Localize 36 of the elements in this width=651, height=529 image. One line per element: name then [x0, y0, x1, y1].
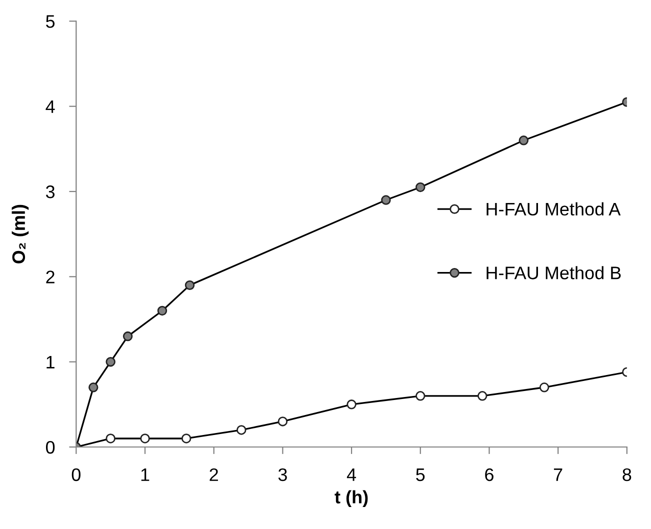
- x-tick-label: 4: [346, 468, 356, 481]
- point: [157, 306, 168, 316]
- y-tick-label: 2: [46, 270, 54, 284]
- point: [106, 434, 116, 444]
- point: [381, 195, 391, 205]
- x-tick-label: 5: [416, 468, 425, 482]
- point: [518, 136, 529, 146]
- point: [539, 382, 550, 392]
- point: [140, 434, 150, 444]
- legend-label: H-FAU Method A: [486, 202, 621, 216]
- x-tick-label: 3: [278, 468, 287, 482]
- x-tick-label: 0: [72, 468, 80, 482]
- legend-label: H-FAU Method B: [486, 266, 621, 280]
- y-tick-label: 1: [46, 356, 54, 368]
- x-tick-label: 8: [622, 468, 632, 482]
- point: [88, 382, 98, 392]
- y-tick-label: 0: [46, 440, 55, 454]
- point: [346, 400, 356, 410]
- point: [122, 331, 133, 342]
- point: [106, 356, 116, 367]
- y-axis-title: O₂ (ml): [12, 204, 29, 264]
- x-tick-label: 2: [210, 468, 218, 481]
- x-tick-label: 1: [141, 468, 150, 481]
- x-axis-title: t (h): [334, 490, 368, 508]
- point: [416, 182, 426, 192]
- point: [181, 434, 192, 444]
- y-tick-label: 4: [46, 100, 55, 113]
- x-tick-label: 6: [485, 468, 494, 482]
- point: [236, 425, 246, 435]
- x-tick-label: 7: [554, 468, 562, 481]
- y-tick-label: 5: [46, 15, 55, 28]
- point: [278, 416, 288, 426]
- y-tick-label: 3: [46, 185, 55, 198]
- point: [477, 391, 488, 401]
- point: [184, 280, 195, 290]
- point: [416, 391, 426, 401]
